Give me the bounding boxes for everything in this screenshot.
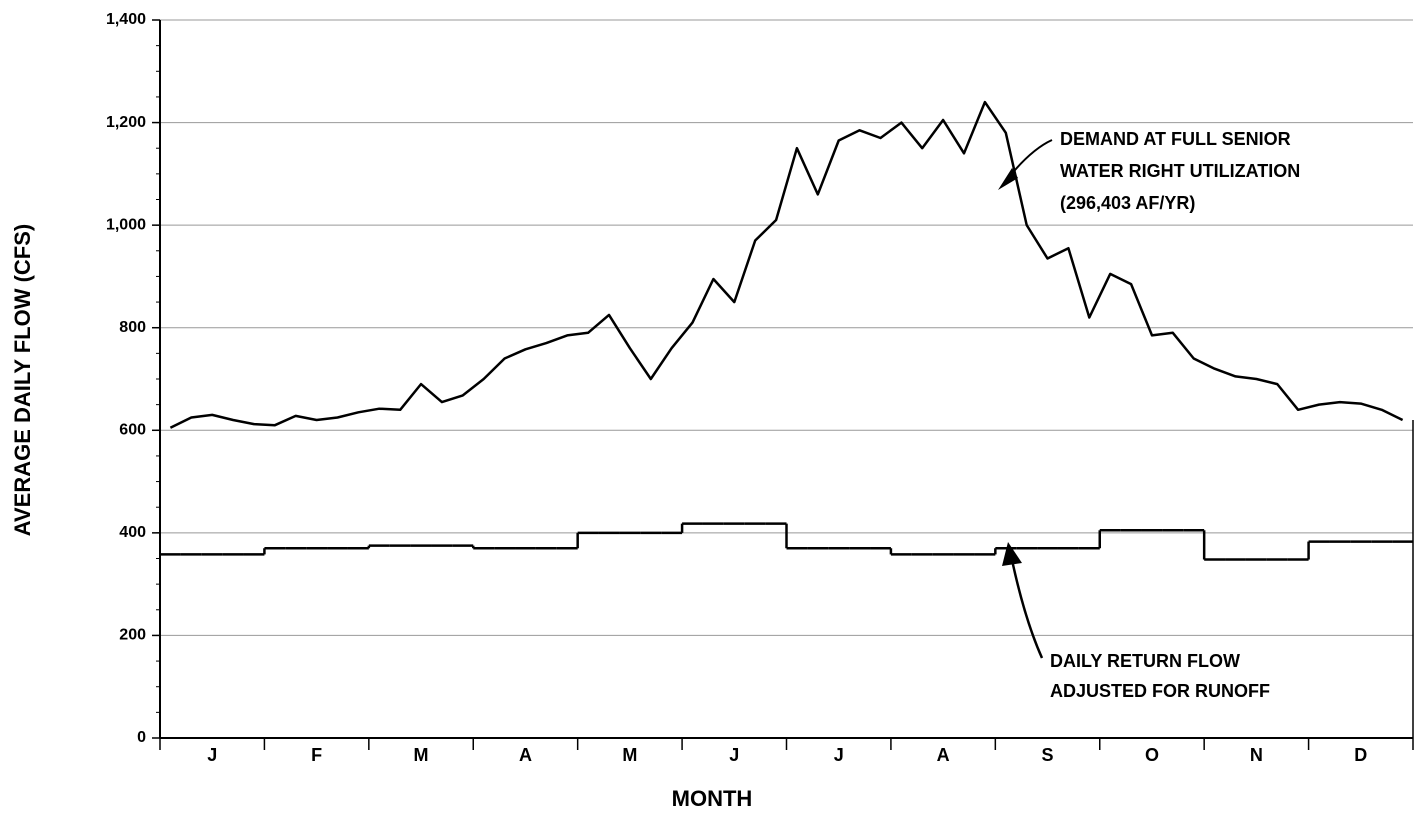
annotation: DAILY RETURN FLOW	[1050, 651, 1240, 671]
x-tick-label: J	[207, 745, 217, 765]
arrowhead	[1002, 542, 1022, 566]
annotation: (296,403 AF/YR)	[1060, 193, 1195, 213]
x-tick-label: D	[1354, 745, 1367, 765]
y-tick-label: 200	[119, 627, 146, 644]
y-tick-label: 400	[119, 524, 146, 541]
x-tick-label: N	[1250, 745, 1263, 765]
y-tick-label: 1,400	[106, 11, 146, 28]
annotation-arrow	[1010, 559, 1044, 659]
x-tick-label: A	[519, 745, 532, 765]
annotation: WATER RIGHT UTILIZATION	[1060, 161, 1300, 181]
x-tick-label: M	[414, 745, 429, 765]
y-tick-label: 1,000	[106, 216, 146, 233]
y-tick-label: 800	[119, 319, 146, 336]
annotation: ADJUSTED FOR RUNOFF	[1050, 681, 1270, 701]
x-tick-label: J	[729, 745, 739, 765]
x-tick-label: A	[937, 745, 950, 765]
demand-line	[169, 100, 1404, 429]
y-tick-label: 0	[137, 729, 146, 746]
y-tick-label: 600	[119, 422, 146, 439]
x-tick-label: O	[1145, 745, 1159, 765]
y-tick-label: 1,200	[106, 114, 146, 131]
x-tick-label: S	[1042, 745, 1054, 765]
y-axis-label: AVERAGE DAILY FLOW (CFS)	[10, 224, 35, 537]
x-axis-label: MONTH	[672, 786, 753, 811]
x-tick-label: M	[622, 745, 637, 765]
x-tick-label: F	[311, 745, 322, 765]
x-tick-label: J	[834, 745, 844, 765]
annotation: DEMAND AT FULL SENIOR	[1060, 129, 1291, 149]
arrowhead	[998, 168, 1018, 190]
